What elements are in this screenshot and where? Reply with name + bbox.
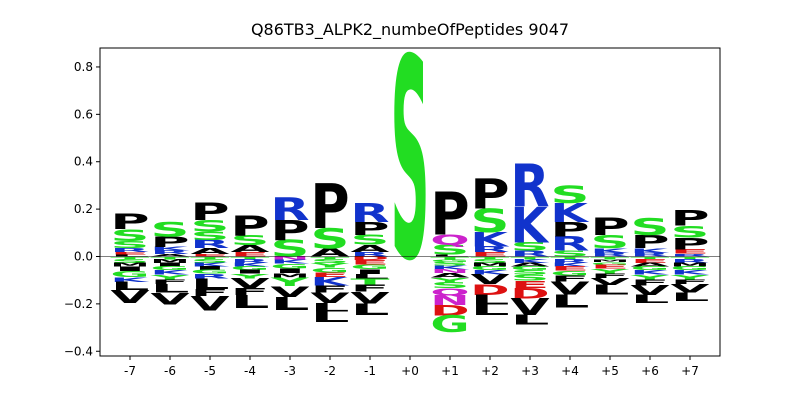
logo-letter-up-+5-3: P: [590, 212, 629, 241]
x-tick-label: -4: [244, 364, 256, 378]
logo-letter-down-+4-7: L: [550, 291, 589, 312]
logo-letter-down-+7-8: L: [670, 291, 709, 304]
logo-letter-down-+1-11: G: [430, 311, 469, 338]
y-tick-label: 0.2: [74, 202, 93, 216]
logo-letter-down--3-7: L: [270, 293, 309, 314]
x-tick-label: +6: [641, 364, 659, 378]
y-tick-label: −0.2: [64, 297, 93, 311]
logo-letter-up-+2-4: P: [470, 172, 509, 219]
logo-letter-up--6-4: S: [150, 218, 189, 241]
x-tick-label: +4: [561, 364, 579, 378]
y-tick-label: 0.4: [74, 155, 93, 169]
x-tick-label: +2: [481, 364, 499, 378]
y-tick-label: 0.0: [74, 249, 93, 263]
y-tick-label: 0.8: [74, 60, 93, 74]
logo-letter-up--7-5: P: [110, 210, 149, 235]
logo-letter-up--4-3: P: [230, 211, 269, 243]
logo-letter-down-+6-8: L: [630, 293, 669, 306]
logo-letter-down-+5-7: L: [590, 283, 629, 298]
logo-letter-up--5-5: P: [190, 197, 229, 226]
logo-letter-up-+6-3: S: [630, 214, 669, 241]
logo-letter-down--1-8: L: [350, 300, 389, 319]
logo-letter-up-+1-3: P: [430, 181, 469, 249]
logo-letter-up-+3-3: R: [510, 152, 549, 220]
y-tick-label: −0.4: [64, 344, 93, 358]
logo-letter-down--7-7: V: [110, 287, 150, 308]
x-tick-label: +1: [441, 364, 459, 378]
x-tick-label: +7: [681, 364, 699, 378]
logo-letter-up--3-2: R: [270, 191, 309, 227]
x-tick-label: -1: [364, 364, 376, 378]
logo-letter-up--1-4: R: [350, 198, 389, 229]
x-tick-label: +5: [601, 364, 619, 378]
y-tick-label: 0.6: [74, 107, 93, 121]
logo-letter-down-+2-8: L: [470, 302, 509, 319]
x-tick-label: -5: [204, 364, 216, 378]
logo-letter-up-+7-4: P: [670, 206, 709, 231]
logo-letter-down--5-8: V: [190, 293, 230, 316]
logo-letter-down--4-8: L: [230, 291, 269, 312]
x-tick-label: -6: [164, 364, 176, 378]
logo-letter-down--2-9: L: [310, 309, 349, 326]
logo-letter-up--2-2: P: [310, 170, 349, 243]
x-tick-label: +0: [401, 364, 419, 378]
x-tick-label: -3: [284, 364, 296, 378]
x-tick-label: -2: [324, 364, 336, 378]
logo-letter-down-+3-9: L: [510, 313, 549, 328]
logo-letter-down--6-8: V: [150, 289, 189, 308]
logo-letter-up-+4-4: S: [550, 181, 589, 209]
x-tick-label: -7: [124, 364, 136, 378]
x-tick-label: +3: [521, 364, 539, 378]
